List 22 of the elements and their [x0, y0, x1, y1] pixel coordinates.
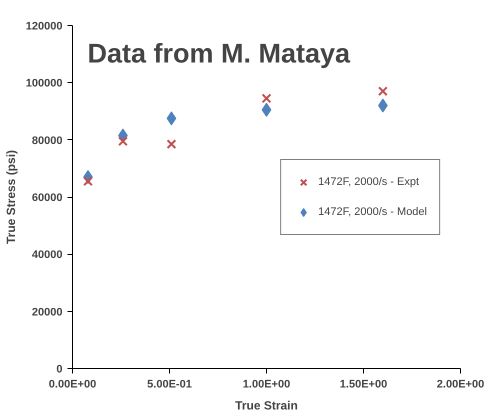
- x-tick-label: 2.00E+00: [436, 378, 484, 390]
- legend-label: 1472F, 2000/s - Expt: [318, 176, 420, 188]
- y-tick-label: 40000: [32, 249, 63, 262]
- x-tick-label: 5.00E-01: [147, 378, 192, 390]
- point: [378, 86, 388, 96]
- point: [166, 139, 176, 150]
- y-tick-label: 60000: [32, 192, 63, 204]
- y-tick-label: 80000: [32, 134, 63, 147]
- point: [83, 176, 93, 186]
- x-tick-label: 1.00E+00: [242, 378, 290, 390]
- annotation: Data from M. Mataya: [88, 38, 352, 68]
- y-tick-label: 120000: [26, 20, 63, 32]
- x-axis-title: True Strain: [235, 398, 298, 412]
- y-tick-label: 100000: [26, 78, 63, 90]
- point: [262, 94, 272, 104]
- x-tick-label: 0.00E+00: [48, 378, 96, 390]
- y-tick-label: 0: [56, 364, 63, 376]
- x-tick-label: 1.50E+00: [340, 378, 388, 390]
- y-tick-label: 20000: [32, 306, 63, 318]
- legend-label: 1472F, 2000/s - Model: [318, 206, 427, 218]
- y-axis-title: True Stress (psi): [4, 150, 18, 244]
- point: [118, 136, 128, 146]
